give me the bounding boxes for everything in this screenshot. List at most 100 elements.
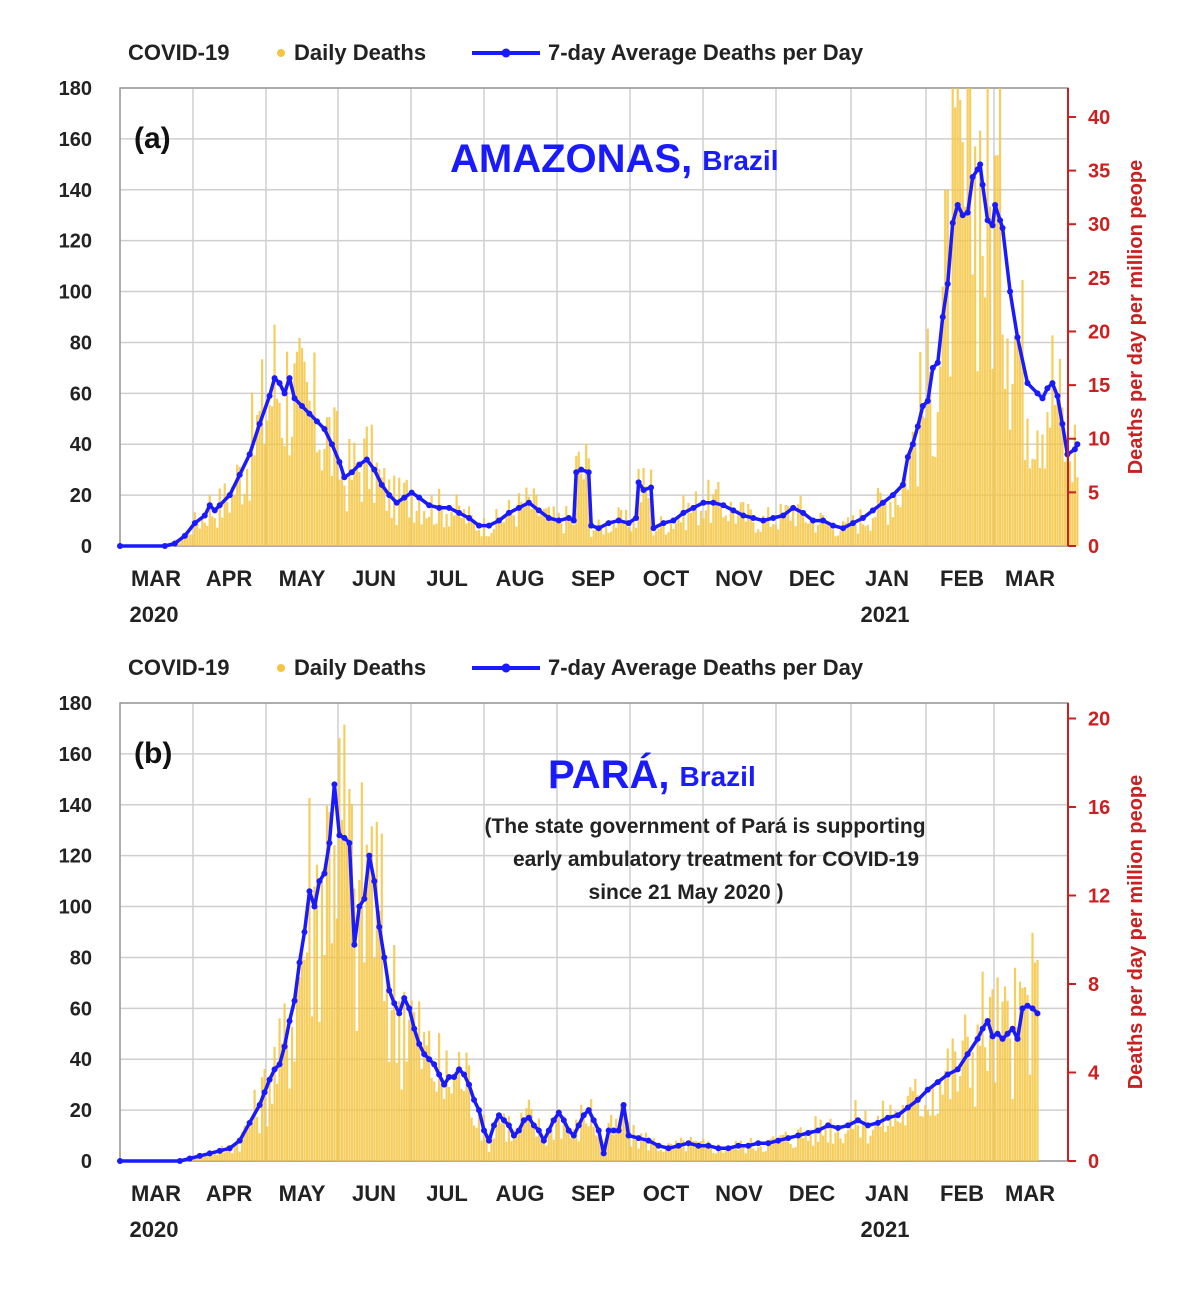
- average-point: [695, 1143, 701, 1149]
- daily-bar: [261, 359, 263, 546]
- average-point: [992, 202, 998, 208]
- daily-bar: [438, 489, 440, 546]
- daily-bar: [695, 491, 697, 546]
- panel-label: (a): [134, 122, 171, 155]
- daily-bar: [645, 1133, 647, 1161]
- daily-bar: [854, 525, 856, 546]
- average-point: [396, 1010, 402, 1016]
- average-point: [1034, 390, 1040, 396]
- daily-bar: [313, 887, 315, 1161]
- daily-bar: [391, 1010, 393, 1161]
- daily-bar: [932, 456, 934, 546]
- legend-daily-marker: [277, 49, 285, 57]
- daily-bar: [647, 1150, 649, 1161]
- average-point: [416, 1041, 422, 1047]
- daily-bar: [745, 1153, 747, 1161]
- daily-bar: [1054, 405, 1056, 546]
- average-point: [451, 1074, 457, 1080]
- average-point: [745, 1143, 751, 1149]
- daily-bar: [842, 521, 844, 546]
- daily-bar: [887, 525, 889, 546]
- average-point: [780, 512, 786, 518]
- daily-bar: [448, 526, 450, 546]
- daily-bar: [660, 1150, 662, 1161]
- average-point: [950, 220, 956, 226]
- average-point: [386, 492, 392, 498]
- daily-bar: [807, 1141, 809, 1161]
- legend-average-label: 7-day Average Deaths per Day: [548, 655, 864, 680]
- daily-bar: [348, 439, 350, 546]
- average-point: [980, 1026, 986, 1032]
- y-tick-label: 160: [59, 744, 92, 766]
- average-point: [227, 492, 233, 498]
- daily-bar: [996, 977, 998, 1161]
- daily-bar: [455, 1069, 457, 1161]
- average-point: [935, 360, 941, 366]
- daily-bar: [196, 524, 198, 546]
- average-point: [705, 1143, 711, 1149]
- daily-bar: [924, 1105, 926, 1161]
- average-point: [735, 1143, 741, 1149]
- daily-bar: [1026, 995, 1028, 1161]
- daily-bar: [822, 1135, 824, 1161]
- average-point: [995, 1031, 1001, 1037]
- average-point: [690, 505, 696, 511]
- daily-bar: [672, 529, 674, 546]
- average-point: [316, 878, 322, 884]
- average-point: [531, 1122, 537, 1128]
- daily-bar: [795, 1147, 797, 1161]
- average-point: [247, 451, 253, 457]
- daily-bar: [914, 1079, 916, 1161]
- daily-bar: [655, 531, 657, 546]
- average-point: [376, 924, 382, 930]
- y-tick-label: 20: [70, 1100, 92, 1122]
- daily-bar: [1049, 428, 1051, 546]
- daily-bar: [929, 1116, 931, 1161]
- daily-bar: [812, 1146, 814, 1161]
- daily-bar: [882, 500, 884, 546]
- daily-bar: [702, 518, 704, 546]
- daily-bar: [268, 405, 270, 546]
- daily-bar: [819, 513, 821, 546]
- daily-bar: [376, 822, 378, 1161]
- daily-bar: [341, 820, 343, 1161]
- daily-bar: [872, 1130, 874, 1161]
- average-point: [975, 1036, 981, 1042]
- daily-bar: [246, 1127, 248, 1161]
- average-point: [1007, 289, 1013, 295]
- daily-bar: [273, 1047, 275, 1161]
- x-tick-label: JUL: [426, 1181, 468, 1206]
- y-tick-label: 140: [59, 180, 92, 202]
- daily-bar: [358, 472, 360, 546]
- average-point: [860, 515, 866, 521]
- daily-bar: [493, 529, 495, 546]
- daily-bar: [964, 1014, 966, 1161]
- daily-bar: [231, 1153, 233, 1161]
- daily-bar: [790, 1144, 792, 1161]
- daily-bar: [737, 1150, 739, 1161]
- average-point: [710, 500, 716, 506]
- daily-bar: [989, 207, 991, 546]
- average-point: [321, 870, 327, 876]
- average-point: [197, 1153, 203, 1159]
- daily-bar: [441, 1083, 443, 1161]
- daily-bar: [1036, 960, 1038, 1161]
- daily-bar: [680, 1138, 682, 1161]
- daily-bar: [914, 442, 916, 546]
- daily-bar: [398, 478, 400, 546]
- daily-bar: [992, 989, 994, 1161]
- average-point: [541, 1138, 547, 1144]
- daily-bar: [353, 443, 355, 546]
- average-point: [740, 512, 746, 518]
- daily-bar: [867, 525, 869, 546]
- average-point: [990, 222, 996, 228]
- daily-bar: [647, 498, 649, 546]
- daily-bar: [214, 518, 216, 546]
- daily-bar: [817, 525, 819, 546]
- daily-bar: [837, 535, 839, 546]
- daily-bar: [500, 1123, 502, 1161]
- daily-bar: [730, 1149, 732, 1161]
- daily-bar: [1029, 1075, 1031, 1161]
- daily-bar: [239, 1152, 241, 1161]
- average-point: [361, 896, 367, 902]
